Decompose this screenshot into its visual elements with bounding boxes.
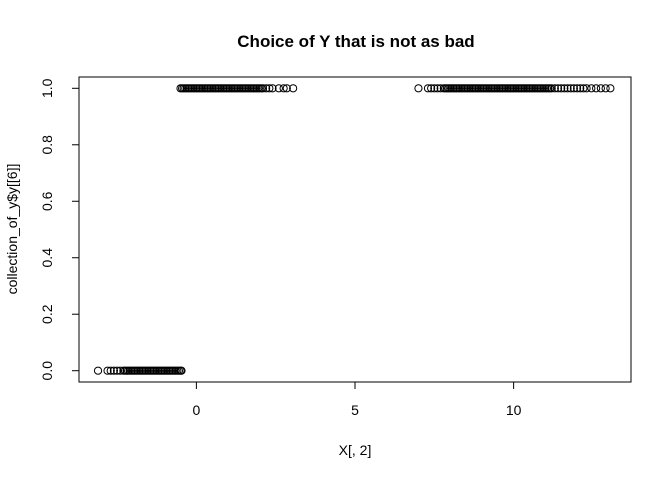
y-tick-label: 0.4 bbox=[39, 248, 55, 268]
x-axis-label: X[, 2] bbox=[339, 442, 372, 458]
data-point bbox=[423, 84, 433, 93]
y-tick-label: 0.0 bbox=[39, 361, 55, 381]
y-tick-label: 0.6 bbox=[39, 191, 55, 211]
data-point bbox=[579, 84, 588, 93]
plot-area-border bbox=[78, 76, 632, 383]
x-tick-label: 5 bbox=[351, 402, 359, 418]
data-point bbox=[436, 84, 445, 93]
data-point bbox=[550, 84, 559, 93]
data-point bbox=[553, 84, 563, 93]
data-point bbox=[606, 84, 615, 93]
data-point bbox=[430, 84, 439, 93]
y-tick-label: 1.0 bbox=[39, 78, 55, 98]
data-point bbox=[592, 84, 601, 93]
data-point bbox=[93, 366, 103, 375]
data-point bbox=[547, 84, 556, 93]
data-point bbox=[177, 366, 186, 375]
data-point bbox=[433, 84, 442, 93]
chart-title: Choice of Y that is not as bad bbox=[237, 32, 474, 51]
y-axis: 0.0 0.2 0.4 0.6 0.8 1.0 bbox=[39, 78, 80, 381]
data-point bbox=[106, 366, 115, 375]
data-point bbox=[109, 366, 118, 375]
data-point bbox=[557, 84, 566, 93]
data-point bbox=[560, 84, 569, 93]
data-point bbox=[414, 84, 423, 93]
data-point bbox=[116, 366, 125, 375]
y-axis-label: collection_of_y$y[[6]] bbox=[4, 164, 20, 295]
x-tick-label: 0 bbox=[192, 402, 200, 418]
data-point bbox=[265, 84, 274, 93]
data-point bbox=[258, 84, 268, 93]
data-point bbox=[274, 84, 283, 93]
data-point bbox=[566, 84, 575, 93]
data-point bbox=[268, 84, 277, 93]
data-points bbox=[93, 84, 615, 375]
x-tick-label: 10 bbox=[506, 402, 522, 418]
data-point bbox=[569, 84, 578, 93]
data-point bbox=[427, 84, 436, 93]
data-point bbox=[582, 84, 591, 93]
x-axis: 0 5 10 bbox=[192, 381, 522, 418]
data-point bbox=[103, 366, 112, 375]
data-point bbox=[563, 84, 572, 93]
data-point bbox=[587, 84, 596, 93]
y-tick-label: 0.2 bbox=[39, 304, 55, 324]
data-point bbox=[282, 84, 291, 93]
data-point bbox=[289, 84, 298, 93]
data-point bbox=[112, 366, 122, 375]
data-point bbox=[279, 84, 288, 93]
data-point bbox=[572, 84, 582, 93]
y-tick-label: 0.8 bbox=[39, 135, 55, 155]
data-point bbox=[262, 84, 271, 93]
data-point bbox=[596, 84, 605, 93]
data-point bbox=[576, 84, 585, 93]
data-point bbox=[601, 84, 610, 93]
